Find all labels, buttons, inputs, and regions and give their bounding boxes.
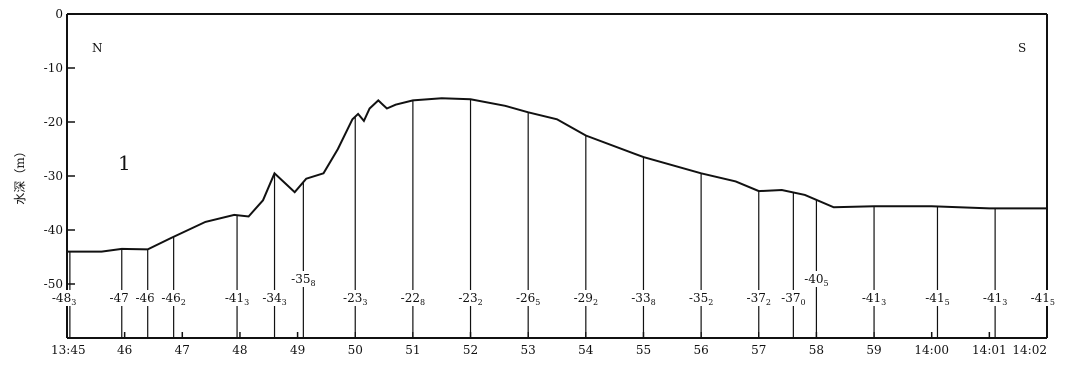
x-tick-label: 14:02: [1012, 343, 1047, 357]
panel-label: 1: [118, 151, 131, 175]
sounding-label-bg: [1027, 290, 1067, 306]
sounding-label: -233: [343, 291, 367, 307]
sounding-label-bg: [508, 290, 549, 306]
sounding-label-bg: [796, 271, 837, 287]
sounding-labels: -483-473-465-462-413-343-358-233-228-232…: [49, 271, 1067, 307]
sounding-label: -483: [52, 291, 76, 307]
sounding-label-bg: [392, 290, 433, 306]
sounding-label-bg: [773, 290, 814, 306]
y-tick-label: -10: [44, 61, 63, 75]
x-ticks: 13:45 46 47 48 49 50 51 52 53 54 55 56 57 58 59 14:00 14…: [51, 332, 1048, 357]
x-tick-label: 48: [232, 343, 247, 357]
sounding-label-bg: [681, 290, 722, 306]
sounding-label-bg: [738, 290, 779, 306]
sounding-label: -413: [862, 291, 886, 307]
sounding-label-bg: [917, 290, 958, 306]
sounding-label-bg: [254, 290, 295, 306]
x-tick-label: 49: [290, 343, 305, 357]
y-ticks: 0 -10 -20 -30 -40 -50: [44, 7, 75, 291]
x-tick-label: 58: [809, 343, 824, 357]
x-tick-label: 59: [866, 343, 881, 357]
sounding-label: -462: [161, 291, 185, 307]
sounding-label: -338: [631, 291, 655, 307]
x-tick-label: 55: [636, 343, 651, 357]
y-tick-label: -40: [44, 223, 63, 237]
sounding-label-bg: [217, 290, 258, 306]
plot-frame: [66, 13, 1048, 339]
x-tick-label: 51: [405, 343, 420, 357]
y-tick-label: 0: [55, 7, 63, 21]
sounding-label-bg: [335, 290, 376, 306]
seabed-profile-line: [67, 97, 1047, 253]
y-tick-label: -30: [44, 169, 63, 183]
sounding-label-bg: [450, 290, 491, 306]
sounding-label: -415: [1031, 291, 1055, 307]
x-tick-label: 46: [117, 343, 132, 357]
sounding-label: -232: [458, 291, 482, 307]
sounding-label: -352: [689, 291, 713, 307]
x-tick-label: 56: [693, 343, 708, 357]
sounding-label-bg: [975, 290, 1016, 306]
sounding-label-bg: [565, 290, 606, 306]
sounding-label: -228: [401, 291, 425, 307]
south-label: S: [1018, 41, 1026, 55]
x-tick-label: 13:45: [51, 343, 86, 357]
sounding-label-bg: [623, 290, 664, 306]
y-tick-label: -20: [44, 115, 63, 129]
x-tick-label: 14:01: [972, 343, 1007, 357]
sounding-label: -415: [925, 291, 949, 307]
x-tick-label: 50: [348, 343, 363, 357]
y-axis-title: 水深（m）: [13, 145, 27, 204]
sounding-label: -370: [781, 291, 805, 307]
sounding-label-bg: [854, 290, 895, 306]
x-tick-label: 54: [578, 343, 594, 357]
y-tick-label: -50: [44, 277, 63, 291]
sounding-label: -358: [291, 272, 315, 288]
x-tick-label: 57: [751, 343, 766, 357]
x-tick-label: 52: [463, 343, 478, 357]
x-tick-label: 47: [175, 343, 190, 357]
sounding-label: -405: [804, 272, 828, 288]
sounding-label-bg: [49, 290, 90, 306]
sounding-label: -292: [574, 291, 598, 307]
sounding-label: -413: [983, 291, 1007, 307]
sounding-label: -343: [262, 291, 286, 307]
sounding-label: -265: [516, 291, 540, 307]
sounding-label-bg: [283, 271, 324, 287]
sounding-label-bg: [153, 290, 194, 306]
x-tick-label: 53: [521, 343, 536, 357]
x-tick-label: 14:00: [914, 343, 949, 357]
sounding-label: -413: [225, 291, 249, 307]
north-label: N: [92, 41, 103, 55]
sounding-label: -372: [747, 291, 771, 307]
